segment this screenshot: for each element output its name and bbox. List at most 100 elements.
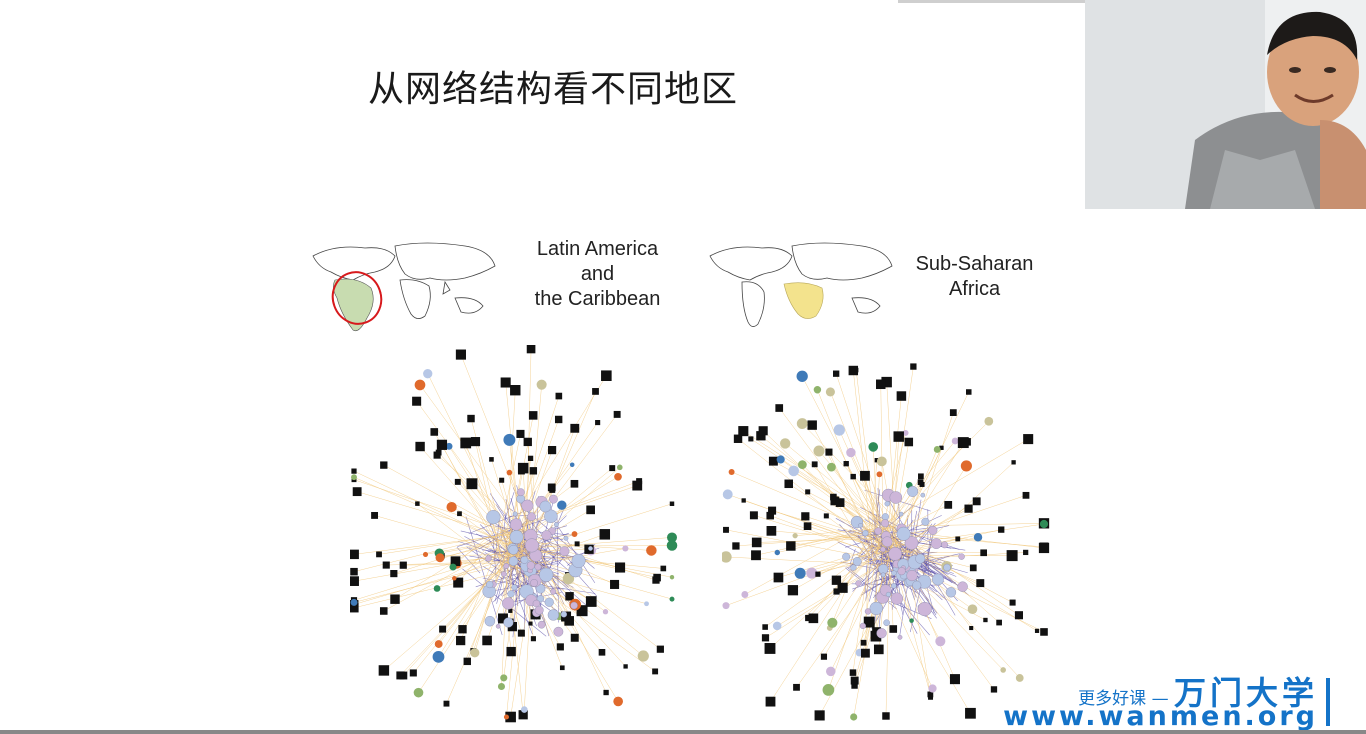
network-node-square	[528, 621, 533, 626]
network-node-square	[516, 429, 525, 438]
network-edge	[770, 530, 883, 702]
network-edge	[497, 433, 521, 547]
network-node-square	[876, 379, 886, 390]
network-node-circle	[813, 386, 822, 394]
network-node-square	[1009, 599, 1016, 606]
network-diagram-latin-america	[350, 345, 678, 723]
network-node-square	[379, 607, 388, 615]
network-node-square	[529, 467, 538, 475]
network-edge	[829, 546, 884, 629]
network-node-circle	[541, 530, 552, 541]
network-node-square	[1034, 628, 1040, 633]
network-node-square	[555, 392, 563, 400]
network-edge	[826, 515, 889, 562]
network-node-square	[350, 576, 359, 586]
watermark-brand: 万门大学	[1173, 674, 1318, 712]
network-node-circle	[788, 465, 800, 477]
network-edge	[884, 421, 989, 526]
network-node-square	[820, 653, 828, 660]
label-line: Sub-Saharan	[915, 253, 1034, 275]
network-node-circle	[521, 706, 528, 713]
network-node-circle	[889, 491, 903, 504]
watermark-tagline: 更多好课 —	[1078, 689, 1169, 709]
network-node-circle	[813, 445, 825, 457]
network-node-square	[980, 549, 987, 557]
network-node-square	[505, 711, 516, 723]
network-edge	[813, 533, 892, 619]
network-node-circle	[511, 584, 518, 591]
network-node-square	[613, 410, 621, 418]
network-node-circle	[772, 621, 782, 631]
latin-america-highlight	[333, 278, 374, 332]
network-node-circle	[797, 460, 807, 469]
network-edge	[893, 560, 931, 695]
network-node-square	[983, 617, 988, 623]
network-edge	[505, 375, 607, 539]
network-node-square	[482, 635, 492, 646]
network-node-circle	[524, 538, 539, 553]
network-node-circle	[500, 674, 508, 682]
network-node-square	[768, 456, 778, 466]
network-edge	[832, 528, 871, 623]
network-node-circle	[884, 500, 891, 507]
network-node-circle	[563, 535, 569, 541]
watermark-url: www.wanmen.org	[1003, 701, 1318, 732]
network-node-square	[669, 501, 675, 506]
network-node-circle	[967, 604, 978, 615]
region-label-latin-america: Latin America and the Caribbean	[515, 237, 680, 312]
network-node-circle	[846, 447, 856, 458]
network-node-circle	[351, 474, 357, 481]
network-edge	[743, 430, 897, 530]
network-edge	[886, 382, 898, 560]
network-node-circle	[509, 530, 524, 544]
network-edge	[795, 527, 891, 536]
network-node-square	[656, 645, 664, 653]
network-node-circle	[796, 370, 808, 382]
network-node-circle	[1039, 519, 1049, 529]
network-node-square	[823, 513, 829, 519]
network-edge	[743, 500, 870, 545]
network-node-circle	[550, 588, 557, 595]
network-node-circle	[588, 546, 593, 551]
network-node-circle	[827, 462, 836, 472]
network-node-square	[436, 439, 448, 450]
network-edge	[417, 503, 498, 565]
network-node-circle	[446, 501, 457, 513]
network-node-square	[570, 633, 579, 642]
network-node-square	[456, 635, 466, 646]
network-edge	[865, 528, 870, 654]
network-edge	[896, 541, 1013, 603]
presenter-image	[1085, 0, 1366, 209]
network-node-circle	[500, 571, 507, 577]
network-edge	[533, 503, 673, 548]
network-node-square	[510, 385, 521, 396]
network-edge	[898, 442, 964, 546]
network-node-square	[603, 689, 609, 696]
network-node-circle	[669, 596, 675, 602]
network-node-circle	[930, 538, 942, 550]
network-node-square	[376, 551, 382, 558]
network-edge	[531, 391, 596, 540]
network-edge	[460, 526, 507, 641]
network-node-square	[592, 388, 599, 395]
network-edge	[475, 441, 501, 558]
network-node-square	[758, 426, 768, 436]
network-node-square	[463, 657, 471, 666]
network-node-square	[409, 669, 417, 677]
network-node-square	[848, 365, 859, 376]
network-node-circle	[741, 591, 749, 598]
network-node-square	[928, 694, 934, 700]
network-edge	[357, 491, 516, 539]
network-node-square	[660, 565, 667, 572]
network-edge	[499, 480, 640, 534]
africa-highlight	[783, 282, 824, 319]
network-node-square	[814, 710, 825, 721]
network-node-square	[470, 437, 481, 447]
network-node-circle	[858, 523, 863, 528]
network-node-circle	[722, 602, 730, 610]
network-node-circle	[413, 687, 424, 698]
network-node-square	[528, 411, 538, 420]
network-node-circle	[859, 622, 866, 629]
network-node-circle	[881, 513, 889, 521]
network-edge	[353, 551, 535, 605]
